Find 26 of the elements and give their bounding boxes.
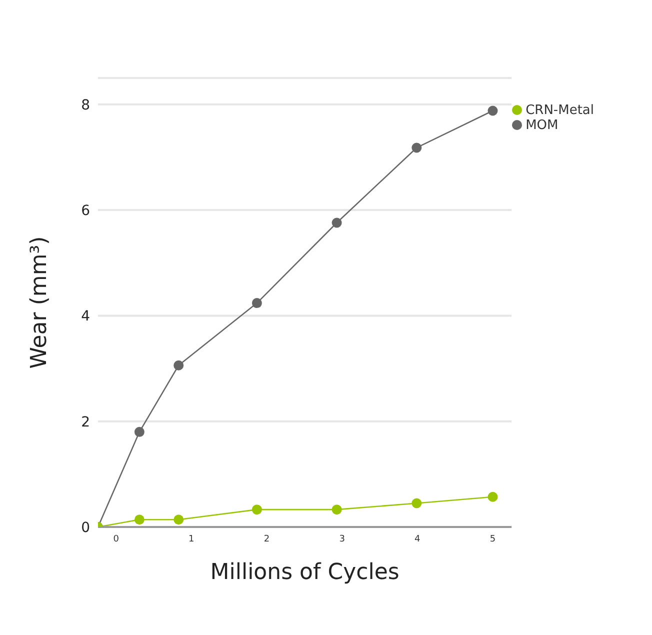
x-tick-label: 3 bbox=[339, 534, 345, 544]
x-axis-title: Millions of Cycles bbox=[210, 560, 400, 585]
point bbox=[412, 142, 422, 153]
point bbox=[412, 498, 422, 508]
y-tick-label: 4 bbox=[81, 308, 90, 325]
y-tick-label: 8 bbox=[81, 97, 90, 114]
legend-label: CRN-Metal bbox=[526, 103, 594, 118]
y-tick-label: 2 bbox=[81, 414, 90, 430]
x-tick-label: 4 bbox=[414, 534, 421, 544]
x-tick-label: 2 bbox=[264, 534, 270, 544]
point bbox=[332, 218, 342, 228]
point bbox=[134, 426, 144, 437]
y-axis-title: Wear (mm³) bbox=[26, 236, 52, 369]
point bbox=[488, 492, 498, 502]
x-tick-label: 5 bbox=[490, 534, 496, 544]
point bbox=[134, 514, 144, 525]
point bbox=[174, 360, 184, 370]
y-tick-label: 6 bbox=[81, 203, 90, 220]
point bbox=[252, 504, 262, 515]
legend-label: MOM bbox=[526, 118, 558, 133]
x-tick-label: 0 bbox=[113, 534, 120, 544]
point bbox=[174, 514, 184, 525]
x-tick-label: 1 bbox=[188, 534, 194, 544]
point bbox=[252, 298, 262, 308]
point bbox=[488, 106, 498, 116]
point bbox=[332, 504, 342, 515]
